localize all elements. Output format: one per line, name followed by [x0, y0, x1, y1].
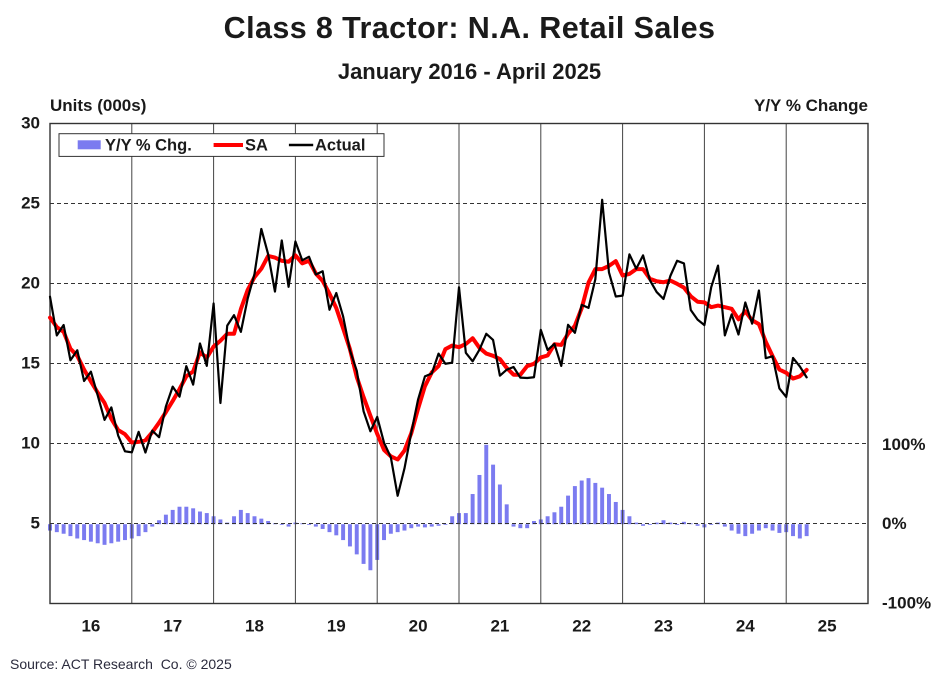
svg-text:16: 16 [81, 617, 100, 636]
svg-text:25: 25 [21, 194, 40, 213]
svg-text:Actual: Actual [315, 137, 365, 155]
svg-text:22: 22 [572, 617, 591, 636]
svg-text:-100%: -100% [882, 594, 931, 613]
svg-text:15: 15 [21, 354, 40, 373]
svg-text:SA: SA [245, 137, 268, 155]
svg-text:10: 10 [21, 434, 40, 453]
svg-text:20: 20 [21, 274, 40, 293]
svg-text:100%: 100% [882, 435, 925, 454]
svg-text:Y/Y % Chg.: Y/Y % Chg. [105, 137, 192, 155]
svg-text:25: 25 [818, 617, 837, 636]
svg-text:23: 23 [654, 617, 673, 636]
svg-text:Y/Y % Change: Y/Y % Change [754, 96, 868, 115]
svg-text:19: 19 [327, 617, 346, 636]
svg-text:Units (000s): Units (000s) [50, 96, 146, 115]
svg-text:20: 20 [409, 617, 428, 636]
svg-text:21: 21 [490, 617, 509, 636]
svg-text:0%: 0% [882, 514, 907, 533]
svg-text:30: 30 [21, 114, 40, 133]
svg-text:5: 5 [31, 514, 40, 533]
svg-text:24: 24 [736, 617, 755, 636]
svg-text:18: 18 [245, 617, 264, 636]
svg-text:17: 17 [163, 617, 182, 636]
